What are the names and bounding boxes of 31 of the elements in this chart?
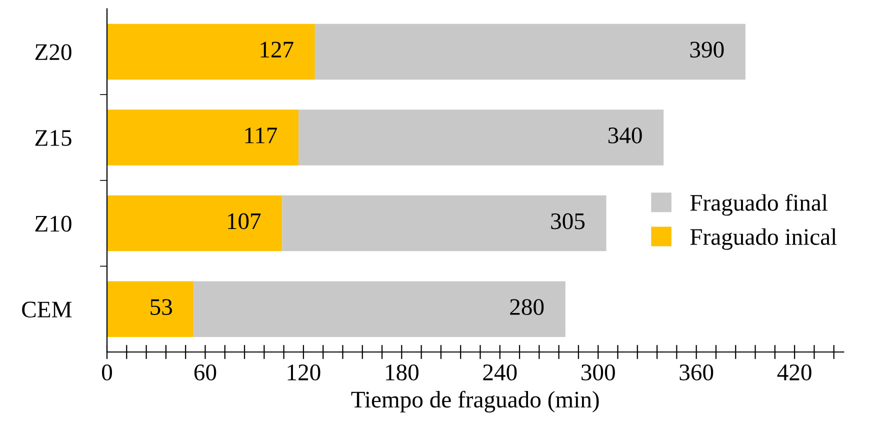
legend-label: Fraguado final (690, 194, 828, 216)
x-tick-label: 60 (194, 364, 216, 380)
y-tick-label: CEM (22, 302, 72, 318)
x-tick-label: 180 (386, 364, 418, 380)
bar (194, 281, 566, 337)
total-label: 340 (608, 127, 642, 144)
bar (106, 195, 282, 252)
bar (106, 24, 315, 80)
total-label: 305 (551, 213, 585, 230)
x-axis-title: Tiempo de fraguado (min) (351, 390, 599, 412)
legend-label: Fraguado inical (690, 228, 837, 250)
bar (314, 24, 746, 80)
data-label: 117 (245, 128, 278, 144)
data-label: 127 (260, 42, 294, 58)
y-tick-label: Z10 (35, 216, 72, 232)
bar (106, 281, 194, 337)
data-label: 107 (228, 213, 261, 230)
x-tick-label: 360 (680, 364, 714, 380)
x-tick-label: 300 (582, 364, 615, 380)
y-tick-label: Z20 (35, 44, 72, 60)
bar (106, 110, 299, 166)
y-tick-label: Z15 (35, 130, 72, 146)
data-label: 53 (150, 299, 172, 316)
x-tick-label: 0 (102, 364, 112, 380)
total-label: 280 (510, 299, 544, 316)
total-label: 390 (690, 42, 724, 58)
x-tick-label: 120 (288, 364, 320, 380)
x-tick-label: 240 (483, 364, 517, 380)
x-tick-label: 420 (777, 364, 812, 380)
bar (298, 110, 664, 166)
bar (282, 195, 606, 252)
